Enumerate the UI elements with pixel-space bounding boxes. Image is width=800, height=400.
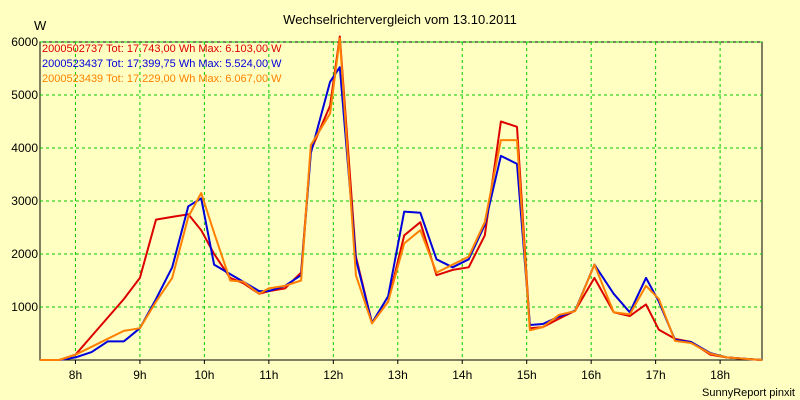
credit-text: SunnyReport pinxit [702, 387, 795, 399]
legend-entry-2000523439: 2000523439 Tot: 17.229,00 Wh Max: 6.067,… [42, 73, 282, 85]
x-tick-label: 8h [69, 368, 82, 382]
x-tick-label: 15h [517, 368, 537, 382]
x-tick-label: 17h [646, 368, 666, 382]
x-tick-label: 10h [194, 368, 214, 382]
x-tick-label: 18h [710, 368, 730, 382]
x-tick-label: 14h [452, 368, 472, 382]
x-tick-label: 11h [259, 368, 278, 382]
legend-entry-2000502737: 2000502737 Tot: 17.743,00 Wh Max: 6.103,… [42, 43, 282, 55]
x-tick-label: 13h [388, 368, 408, 382]
y-tick-label: 6000 [11, 35, 38, 49]
y-tick-label: 4000 [11, 141, 38, 155]
legend-entry-2000523437: 2000523437 Tot: 17.399,75 Wh Max: 5.524,… [42, 58, 282, 70]
series-line-2000523437 [40, 66, 763, 361]
x-tick-label: 12h [323, 368, 343, 382]
series-line-2000523439 [40, 37, 763, 361]
x-tick-label: 9h [133, 368, 146, 382]
y-tick-label: 2000 [11, 247, 38, 261]
y-tick-label: 5000 [11, 88, 38, 102]
y-axis-unit: W [34, 18, 47, 33]
chart-title: Wechselrichtervergleich vom 13.10.2011 [283, 12, 517, 27]
x-tick-label: 16h [581, 368, 601, 382]
y-tick-label: 3000 [11, 194, 38, 208]
y-tick-label: 1000 [11, 300, 38, 314]
